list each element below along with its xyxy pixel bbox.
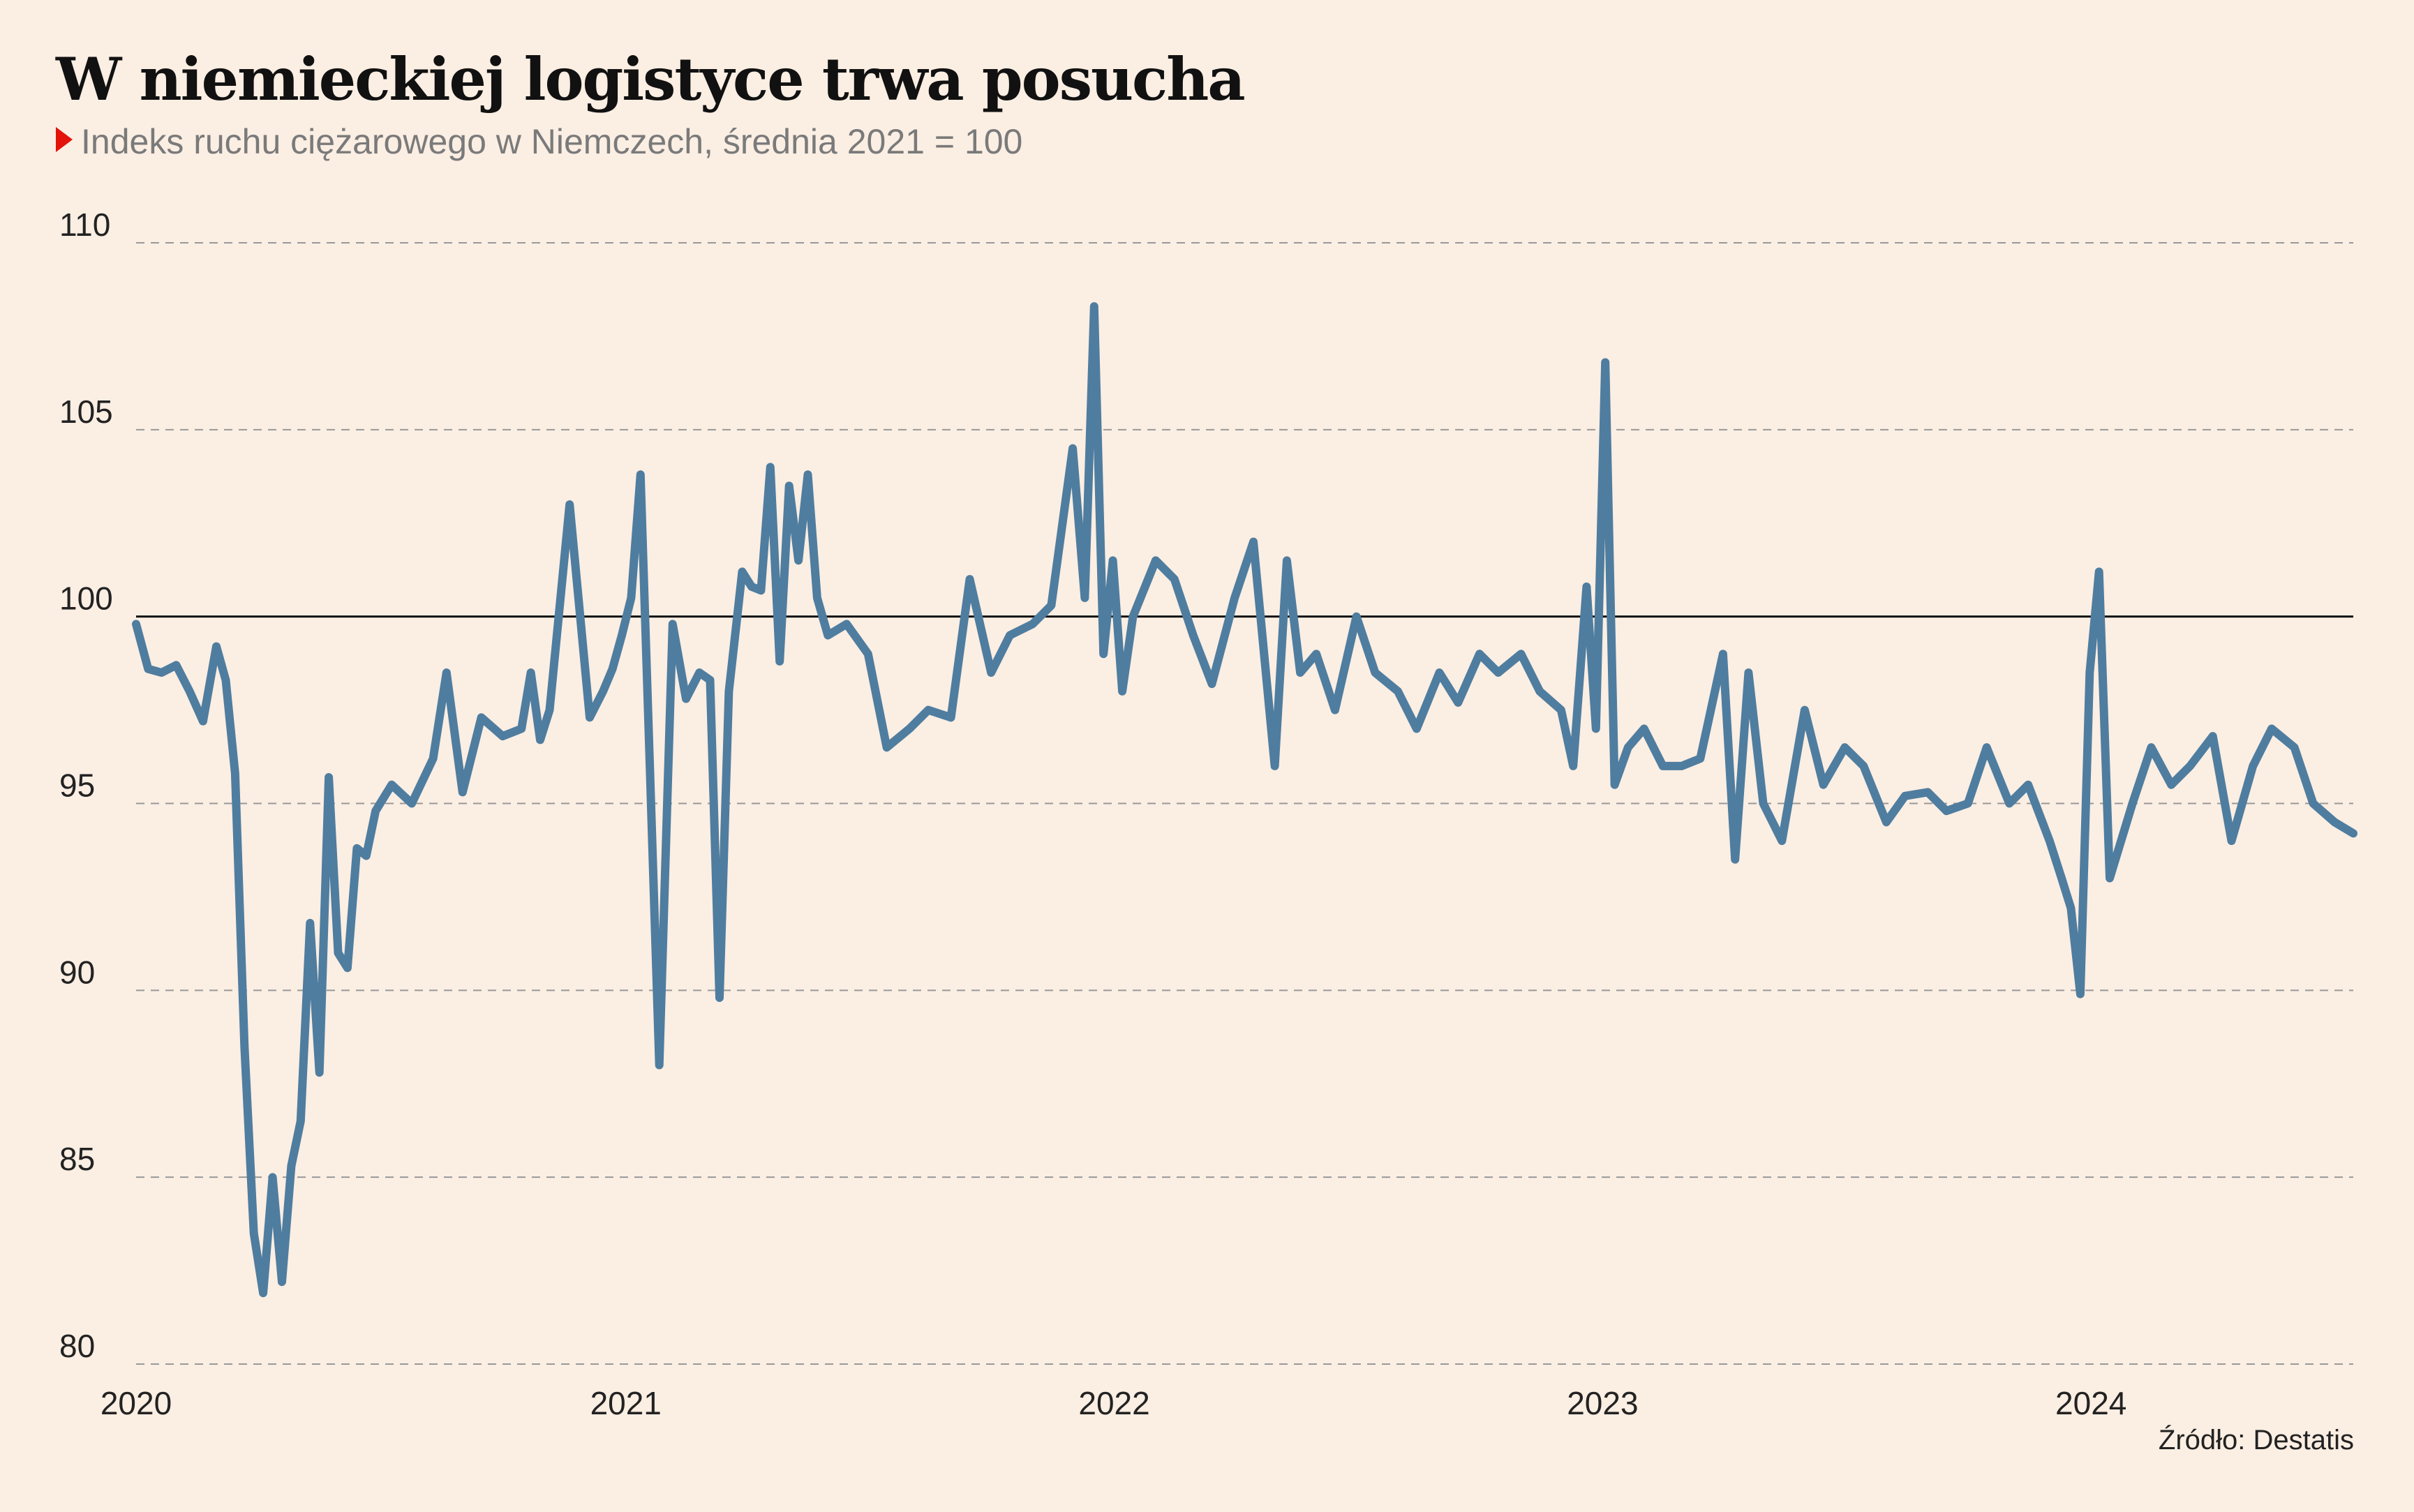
y-tick-label: 85 xyxy=(59,1141,95,1177)
y-tick-label: 100 xyxy=(59,581,113,617)
y-tick-label: 105 xyxy=(59,394,113,430)
y-tick-label: 110 xyxy=(59,207,110,243)
x-tick-label: 2021 xyxy=(590,1385,662,1421)
chart-title: W niemieckiej logistyce trwa posucha xyxy=(56,45,1246,114)
y-tick-label: 80 xyxy=(59,1328,95,1364)
series-line xyxy=(132,302,2357,1298)
x-tick-label: 2023 xyxy=(1567,1385,1638,1421)
chart-subtitle: Indeks ruchu ciężarowego w Niemczech, śr… xyxy=(56,124,1022,159)
triangle-marker-icon xyxy=(56,127,73,152)
x-tick-label: 2022 xyxy=(1078,1385,1149,1421)
source-note: Źródło: Destatis xyxy=(2158,1425,2354,1455)
x-tick-label: 2024 xyxy=(2055,1385,2126,1421)
y-tick-label: 90 xyxy=(59,954,95,990)
x-tick-label: 2020 xyxy=(100,1385,172,1421)
y-tick-label: 95 xyxy=(59,768,95,804)
subtitle-text: Indeks ruchu ciężarowego w Niemczech, śr… xyxy=(81,122,1023,161)
